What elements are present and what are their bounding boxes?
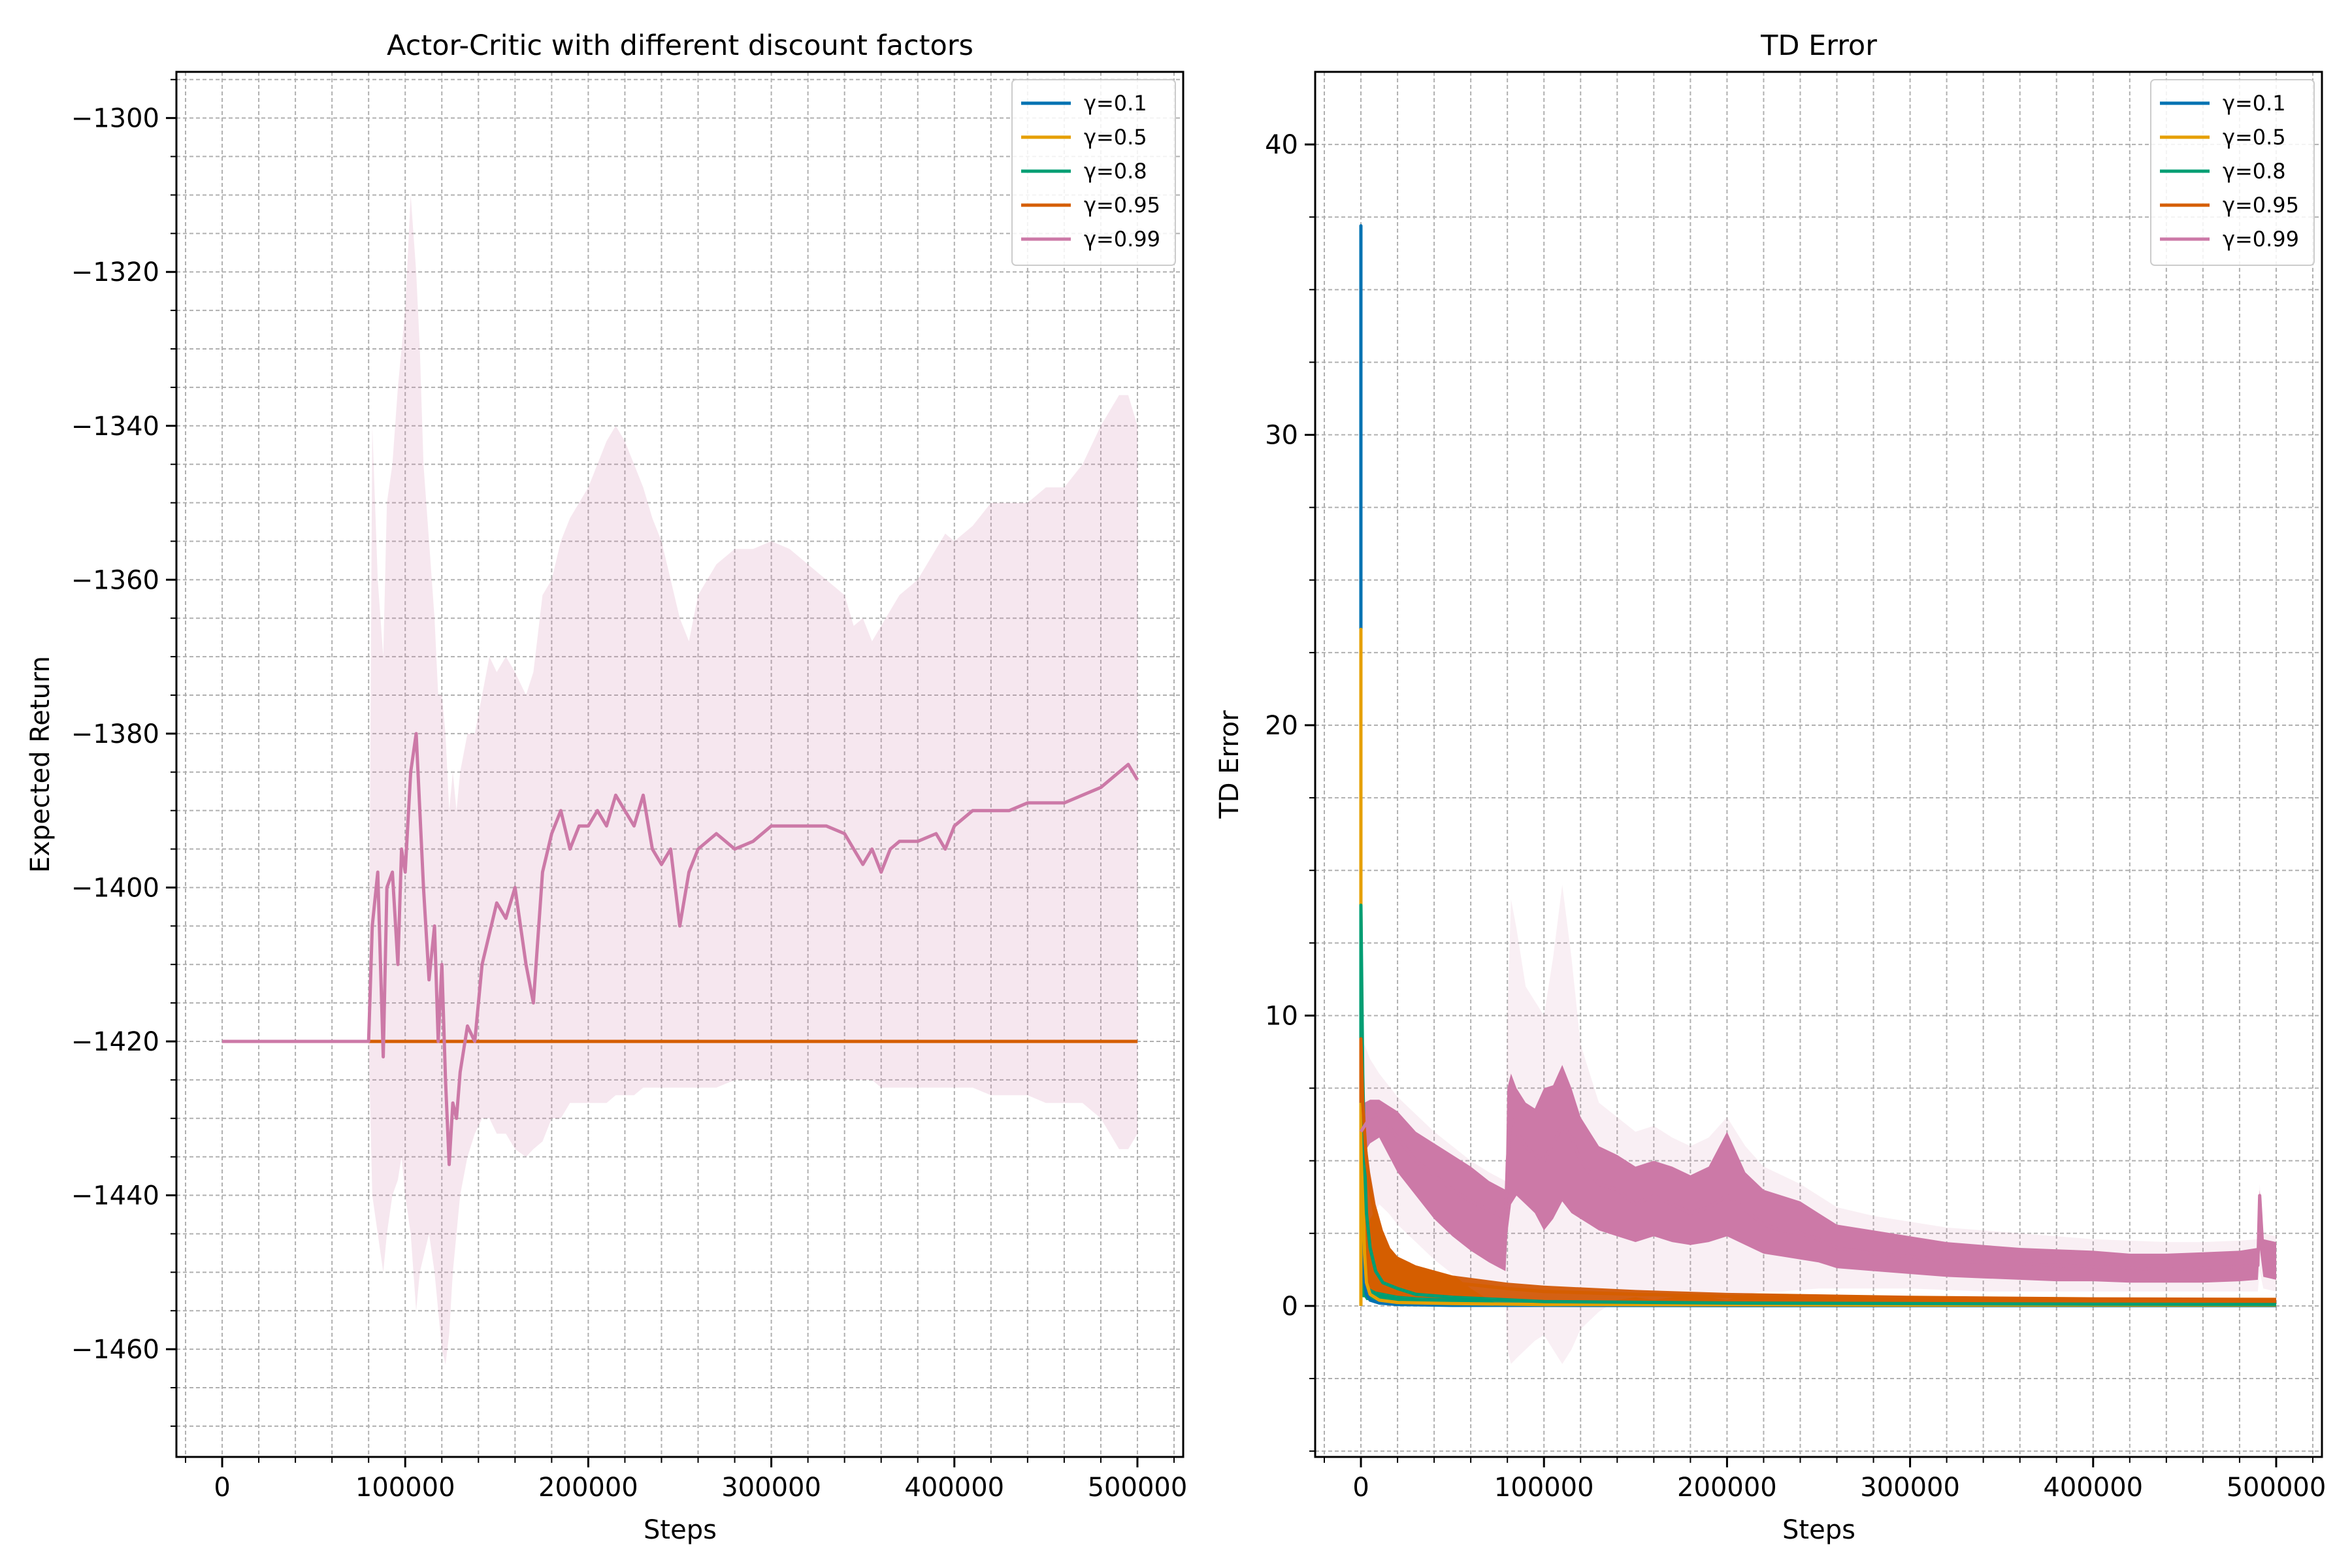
x-tick-label: 500000: [1088, 1473, 1188, 1503]
x-tick-label: 300000: [1860, 1473, 1960, 1503]
chart-panel-td-error: TD Error 0 100000 200000 300000 400000 500000…: [1215, 29, 2326, 1545]
legend-box: [2150, 79, 2315, 266]
series-line-g099: [222, 732, 1139, 1166]
x-tick-label: 200000: [538, 1473, 638, 1503]
y-tick-label: 40: [1265, 130, 1298, 160]
y-tick-label: −1360: [71, 565, 159, 595]
y-tick-label: 10: [1265, 1001, 1298, 1031]
legend: γ=0.1 γ=0.5 γ=0.8 γ=0.95 γ=0.99: [2150, 79, 2315, 266]
y-tick-label: −1300: [71, 104, 159, 134]
plot-frame: [175, 71, 1184, 1458]
legend-label-g05: γ=0.5: [2223, 125, 2286, 150]
x-tick-label: 0: [214, 1473, 230, 1503]
legend: γ=0.1 γ=0.5 γ=0.8 γ=0.95 γ=0.99: [1011, 79, 1176, 266]
y-tick-label: −1400: [71, 873, 159, 903]
y-tick-label: 20: [1265, 711, 1298, 741]
y-tick-label: 0: [1282, 1292, 1298, 1322]
legend-label-g099: γ=0.99: [1084, 227, 1160, 252]
y-tick-label: −1380: [71, 719, 159, 749]
legend-box: [1011, 79, 1176, 266]
legend-label-g05: γ=0.5: [1084, 125, 1147, 150]
y-axis-label: TD Error: [1215, 710, 1245, 819]
y-tick-label: 30: [1265, 421, 1298, 451]
legend-label-g08: γ=0.8: [2223, 159, 2286, 184]
x-tick-label: 400000: [2043, 1473, 2143, 1503]
series-bands: [222, 195, 1137, 1365]
y-tick-label: −1320: [71, 257, 159, 287]
axis-ticks: 0 100000 200000 300000 400000 500000 −1460 −144…: [71, 78, 1188, 1503]
x-axis-label: Steps: [644, 1515, 717, 1545]
axis-ticks: 0 100000 200000 300000 400000 500000 0 10 20 30 40: [1265, 130, 2326, 1503]
y-axis-label: Expected Return: [25, 656, 56, 873]
x-tick-label: 100000: [355, 1473, 455, 1503]
y-tick-label: −1460: [71, 1335, 159, 1365]
legend-label-g01: γ=0.1: [1084, 91, 1147, 116]
grid: [176, 72, 1183, 1457]
series-lines: [222, 732, 1139, 1166]
chart-title: Actor-Critic with different discount fac…: [387, 29, 973, 62]
y-tick-label: −1440: [71, 1181, 159, 1211]
chart-panel-returns: Actor-Critic with different discount fac…: [25, 29, 1187, 1545]
legend-label-g095: γ=0.95: [2223, 193, 2299, 218]
x-tick-label: 0: [1352, 1473, 1369, 1503]
series-line-g095: [1359, 1037, 2277, 1303]
series-band-g099: [222, 195, 1137, 1365]
legend-label-g01: γ=0.1: [2223, 91, 2286, 116]
series-lines: [1359, 224, 2277, 1307]
x-tick-label: 200000: [1677, 1473, 1777, 1503]
legend-label-g08: γ=0.8: [1084, 159, 1147, 184]
x-tick-label: 100000: [1494, 1473, 1594, 1503]
series-faint-band-g099: [1361, 885, 2276, 1364]
y-tick-label: −1420: [71, 1027, 159, 1057]
plot-frame: [1314, 71, 2323, 1458]
legend-label-g099: γ=0.99: [2223, 227, 2299, 252]
y-tick-label: −1340: [71, 412, 159, 442]
series-band-g095: [1361, 1039, 2276, 1304]
x-tick-label: 400000: [904, 1473, 1004, 1503]
x-axis-label: Steps: [1782, 1515, 1855, 1545]
series-line-g099: [1359, 1113, 2277, 1271]
chart-title: TD Error: [1760, 29, 1877, 62]
x-tick-label: 300000: [721, 1473, 821, 1503]
x-tick-label: 500000: [2227, 1473, 2327, 1503]
legend-label-g095: γ=0.95: [1084, 193, 1160, 218]
